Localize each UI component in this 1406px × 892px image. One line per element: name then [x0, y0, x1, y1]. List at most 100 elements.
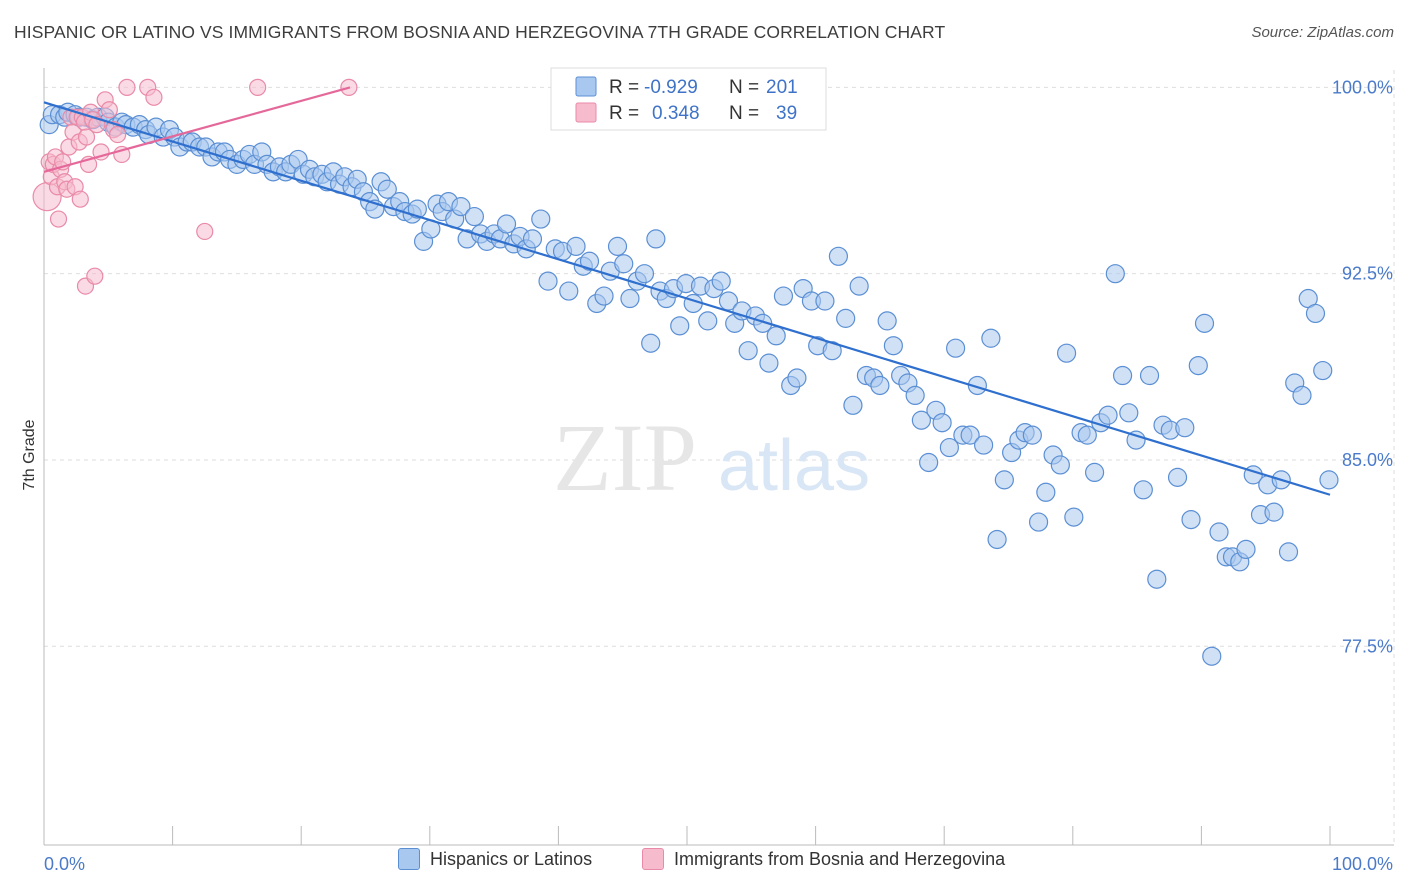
y-tick-labels: 100.0% 92.5% 85.0% 77.5% [1332, 77, 1393, 656]
data-point-bosnia [100, 101, 118, 119]
legend-r-label-1: R = [609, 77, 639, 98]
data-point-bosnia [86, 267, 104, 285]
data-point-hispanics [1022, 425, 1042, 445]
data-point-hispanics [1278, 542, 1299, 562]
data-point-hispanics [1098, 405, 1118, 425]
y-tick-label: 92.5% [1342, 264, 1393, 284]
data-point-hispanics [981, 328, 1001, 348]
data-point-hispanics [607, 236, 628, 256]
data-point-hispanics [1147, 569, 1167, 589]
data-point-hispanics [1188, 355, 1208, 376]
data-point-hispanics [522, 229, 543, 249]
data-point-hispanics [849, 276, 869, 296]
data-point-bosnia [71, 190, 89, 208]
legend-item-bosnia: Immigrants from Bosnia and Herzegovina [642, 848, 1005, 870]
data-point-hispanics [932, 413, 952, 433]
data-point-hispanics [1292, 385, 1312, 406]
data-point-bosnia [145, 88, 163, 106]
trend-lines [43, 86, 1331, 496]
data-point-hispanics [766, 326, 786, 346]
data-point-hispanics [1126, 430, 1146, 450]
data-point-hispanics [594, 286, 614, 306]
data-point-hispanics [377, 179, 397, 199]
data-point-hispanics [698, 311, 718, 331]
data-point-hispanics [1105, 264, 1125, 284]
data-point-hispanics [1036, 482, 1056, 502]
data-point-hispanics [787, 368, 807, 388]
data-point-bosnia [77, 128, 96, 146]
data-point-hispanics [1264, 502, 1284, 522]
data-point-hispanics [1209, 522, 1229, 542]
data-point-hispanics [1181, 509, 1201, 530]
data-point-bosnia [49, 210, 68, 228]
data-point-hispanics [773, 286, 794, 306]
data-point-hispanics [464, 206, 484, 227]
legend-swatch-hispanics [398, 848, 420, 870]
chart-title: HISPANIC OR LATINO VS IMMIGRANTS FROM BO… [14, 22, 946, 42]
legend-box [550, 67, 827, 131]
legend-n-label-1: N = [729, 77, 759, 98]
data-point-hispanics [994, 470, 1014, 490]
data-point-hispanics [738, 341, 758, 361]
legend-r-value-1: -0.929 [644, 77, 698, 98]
data-point-hispanics [1305, 303, 1326, 324]
legend-swatch-blue [575, 76, 597, 97]
data-point-hispanics [566, 236, 586, 256]
x-tick-label: 0.0% [44, 854, 85, 874]
data-point-hispanics [538, 271, 558, 291]
data-point-hispanics [1077, 425, 1097, 445]
data-point-hispanics [919, 452, 939, 473]
data-point-hispanics [1139, 365, 1160, 386]
y-tick-label: 77.5% [1342, 636, 1393, 656]
legend-label-hispanics: Hispanics or Latinos [430, 848, 593, 869]
watermark-atlas: atlas [718, 426, 870, 506]
data-point-hispanics [407, 199, 427, 219]
series-hispanics-points [39, 102, 1339, 666]
watermark-zip: ZIP [553, 404, 697, 511]
data-point-hispanics [946, 338, 966, 358]
y-axis-label: 7th Grade [21, 419, 38, 490]
trend-line-hispanics [43, 101, 1331, 496]
data-point-hispanics [1313, 360, 1333, 381]
x-tick-labels: 0.0% 100.0% [44, 854, 1393, 874]
data-point-bosnia [109, 125, 127, 144]
legend-label-bosnia: Immigrants from Bosnia and Herzegovina [674, 848, 1006, 869]
data-point-hispanics [646, 229, 666, 249]
data-point-hispanics [1028, 512, 1049, 532]
data-point-hispanics [960, 425, 980, 445]
legend-r-value-2: 0.348 [652, 103, 700, 124]
data-point-hispanics [1202, 646, 1222, 666]
data-point-hispanics [870, 375, 890, 396]
data-point-hispanics [905, 385, 925, 406]
trend-line-bosnia [43, 86, 351, 173]
data-point-hispanics [1194, 313, 1215, 333]
legend-item-hispanics: Hispanics or Latinos [398, 848, 592, 870]
data-point-bosnia [118, 78, 136, 96]
data-point-hispanics [974, 435, 994, 455]
legend-bottom: Hispanics or Latinos Immigrants from Bos… [0, 848, 1406, 880]
data-point-hispanics [718, 291, 739, 311]
data-point-hispanics [815, 291, 835, 311]
data-point-hispanics [939, 437, 959, 458]
source-label: Source: ZipAtlas.com [1251, 24, 1394, 41]
x-tick-label: 100.0% [1332, 854, 1393, 874]
data-point-hispanics [451, 197, 471, 217]
data-point-hispanics [1133, 480, 1153, 500]
data-point-hispanics [559, 281, 579, 301]
data-point-hispanics [711, 271, 731, 291]
data-point-hispanics [1050, 455, 1070, 475]
data-point-hispanics [579, 251, 600, 271]
data-point-hispanics [1319, 470, 1339, 490]
data-point-hispanics [987, 529, 1007, 550]
y-tick-label: 85.0% [1342, 450, 1393, 470]
data-point-hispanics [883, 336, 903, 356]
data-point-hispanics [1175, 418, 1195, 438]
data-point-hispanics [634, 264, 655, 284]
watermark: ZIP atlas [553, 404, 870, 511]
legend-r-label-2: R = [609, 103, 639, 124]
legend-swatch-pink [575, 102, 597, 123]
data-point-hispanics [877, 311, 897, 331]
data-point-hispanics [1167, 467, 1188, 487]
legend-n-value-1: 201 [766, 77, 798, 98]
data-point-hispanics [836, 308, 856, 328]
